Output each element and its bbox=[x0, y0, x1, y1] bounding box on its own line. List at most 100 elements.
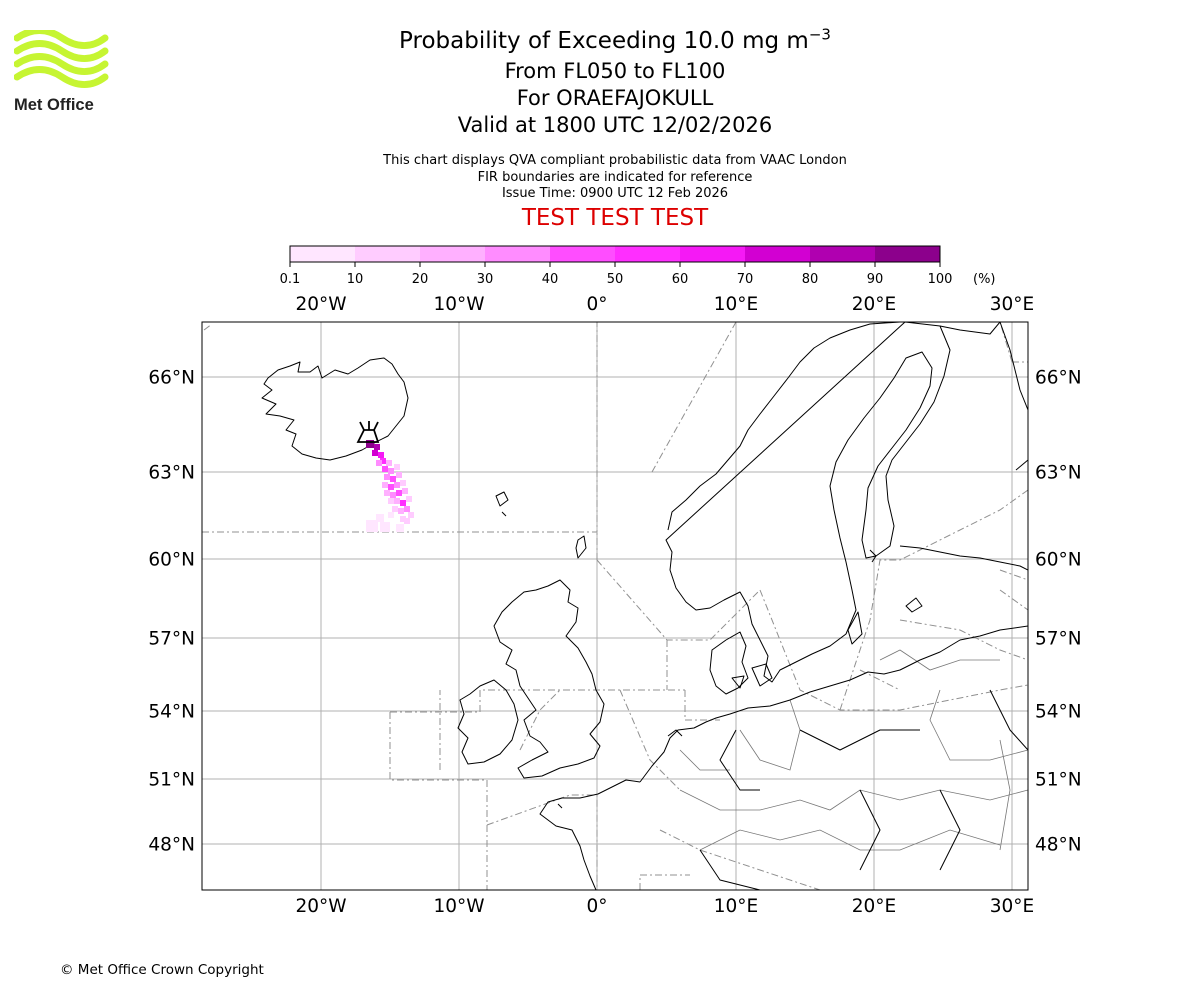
plume-cell bbox=[396, 472, 402, 478]
latitude-labels-right: 66°N 63°N 60°N 57°N 54°N 51°N 48°N bbox=[1035, 368, 1082, 856]
colorbar-swatch-7 bbox=[745, 246, 811, 262]
plume-cell bbox=[366, 520, 378, 532]
lon-label-top: 20°W bbox=[295, 294, 346, 315]
colorbar-swatch-2 bbox=[420, 246, 486, 262]
colorbar-unit: (%) bbox=[973, 272, 996, 287]
valid-time: Valid at 1800 UTC 12/02/2026 bbox=[457, 113, 773, 137]
plume-cell bbox=[390, 492, 396, 498]
colorbar-swatch-5 bbox=[615, 246, 681, 262]
graticule bbox=[202, 322, 1028, 890]
copyright: © Met Office Crown Copyright bbox=[60, 962, 264, 978]
lat-label-left: 51°N bbox=[148, 770, 195, 791]
volcano-marker-icon bbox=[356, 421, 380, 443]
lon-label-top: 20°E bbox=[852, 294, 896, 315]
colorbar-swatch-9 bbox=[875, 246, 941, 262]
plume-cell bbox=[406, 496, 412, 502]
lon-label-bottom: 10°W bbox=[433, 896, 484, 917]
colorbar-swatch-0 bbox=[290, 246, 356, 262]
lat-label-left: 48°N bbox=[148, 835, 195, 856]
plume-cell bbox=[382, 482, 388, 488]
plume-cell bbox=[388, 468, 394, 474]
plume-cell bbox=[388, 498, 394, 504]
plume-cell bbox=[366, 440, 374, 448]
longitude-labels-top: 20°W 10°W 0° 10°E 20°E 30°E bbox=[295, 294, 1034, 315]
colorbar-tick-label: 50 bbox=[607, 272, 624, 287]
chart-title-block: Probability of Exceeding 10.0 mg m−3 Fro… bbox=[230, 24, 1000, 233]
plume-cell bbox=[396, 490, 402, 496]
met-office-logo-waves bbox=[13, 27, 109, 88]
chart-title: Probability of Exceeding 10.0 mg m−3 bbox=[399, 25, 831, 54]
plume-cell bbox=[402, 488, 408, 494]
longitude-labels-bottom: 20°W 10°W 0° 10°E 20°E 30°E bbox=[295, 896, 1034, 917]
volcano-name: For ORAEFAJOKULL bbox=[516, 86, 714, 110]
colorbar-tick-label: 40 bbox=[542, 272, 559, 287]
plume-cell bbox=[404, 506, 410, 512]
colorbar-swatch-1 bbox=[355, 246, 421, 262]
plume-cell bbox=[408, 512, 414, 518]
lon-label-top: 10°E bbox=[714, 294, 758, 315]
latitude-labels-left: 66°N 63°N 60°N 57°N 54°N 51°N 48°N bbox=[148, 368, 195, 856]
plume-cell bbox=[376, 460, 382, 466]
lat-label-right: 63°N bbox=[1035, 463, 1082, 484]
colorbar-tick-label: 80 bbox=[802, 272, 819, 287]
colorbar-tick-label: 30 bbox=[477, 272, 494, 287]
plume-cell bbox=[396, 524, 404, 532]
lat-label-left: 63°N bbox=[148, 463, 195, 484]
met-office-logo: Met Office bbox=[13, 27, 110, 114]
test-banner: TEST TEST TEST bbox=[521, 204, 709, 231]
map: 20°W 10°W 0° 10°E 20°E 30°E 20°W 10°W 0° 10°E 20°… bbox=[148, 294, 1082, 917]
plume-cell bbox=[380, 522, 390, 532]
plume-cell bbox=[392, 506, 398, 512]
lat-label-right: 66°N bbox=[1035, 368, 1082, 389]
colorbar-swatch-3 bbox=[485, 246, 551, 262]
plume-cell bbox=[400, 500, 406, 506]
colorbar-tick-label: 20 bbox=[412, 272, 429, 287]
met-office-logo-text: Met Office bbox=[14, 96, 94, 114]
plume-cell bbox=[382, 466, 388, 472]
plume-cell bbox=[388, 484, 394, 490]
plume-cell bbox=[398, 508, 404, 514]
plume-cell bbox=[404, 518, 410, 524]
lon-label-bottom: 30°E bbox=[990, 896, 1034, 917]
lon-label-bottom: 20°W bbox=[295, 896, 346, 917]
plume-cell bbox=[390, 476, 396, 482]
colorbar-tick-label: 100 bbox=[928, 272, 953, 287]
colorbar-swatch-6 bbox=[680, 246, 746, 262]
plume-cell bbox=[388, 512, 394, 518]
plume-cell bbox=[386, 460, 392, 466]
lon-label-top: 30°E bbox=[990, 294, 1034, 315]
map-frame bbox=[201, 321, 1029, 891]
plume-cell bbox=[372, 450, 378, 456]
plume-cell bbox=[376, 514, 384, 522]
lat-label-left: 54°N bbox=[148, 702, 195, 723]
lat-label-left: 57°N bbox=[148, 629, 195, 650]
lon-label-bottom: 0° bbox=[586, 896, 607, 917]
lat-label-right: 57°N bbox=[1035, 629, 1082, 650]
colorbar-tick-label: 0.1 bbox=[280, 272, 300, 287]
plume-cell bbox=[394, 482, 400, 488]
lat-label-right: 51°N bbox=[1035, 770, 1082, 791]
lon-label-bottom: 20°E bbox=[852, 896, 896, 917]
plume-cell bbox=[378, 452, 384, 458]
lat-label-right: 48°N bbox=[1035, 835, 1082, 856]
national-borders bbox=[679, 649, 1028, 851]
coastlines bbox=[261, 322, 1028, 890]
colorbar-tick-label: 10 bbox=[347, 272, 364, 287]
plume-cell bbox=[384, 474, 390, 480]
plume-cell bbox=[384, 490, 390, 496]
fir-note: FIR boundaries are indicated for referen… bbox=[477, 169, 753, 185]
probability-colorbar: 0.1 10 20 30 40 50 60 70 80 90 100 (%) bbox=[280, 245, 996, 287]
flight-levels: From FL050 to FL100 bbox=[504, 59, 726, 83]
chart-description: This chart displays QVA compliant probab… bbox=[383, 153, 847, 168]
plume-cell bbox=[400, 516, 406, 522]
plume-cell bbox=[394, 464, 400, 470]
ash-probability-plume bbox=[366, 440, 414, 532]
lon-label-bottom: 10°E bbox=[714, 896, 758, 917]
lat-label-left: 60°N bbox=[148, 550, 195, 571]
plume-cell bbox=[394, 498, 400, 504]
lat-label-right: 60°N bbox=[1035, 550, 1082, 571]
colorbar-swatch-4 bbox=[550, 246, 616, 262]
title-exponent: −3 bbox=[808, 25, 831, 44]
plume-cell bbox=[380, 458, 386, 464]
plume-cell bbox=[374, 444, 380, 450]
